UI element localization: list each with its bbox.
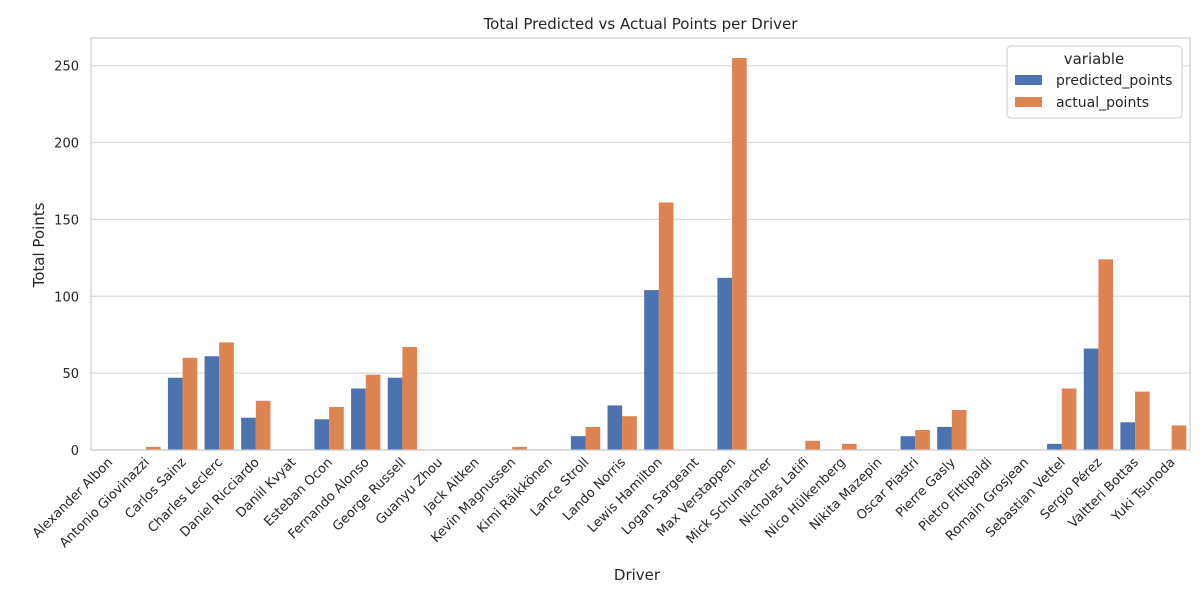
x-axis-title: Driver xyxy=(614,566,661,584)
bar-predicted-points xyxy=(1047,443,1062,450)
y-tick-labels: 0 50 100 150 200 250 xyxy=(54,60,79,459)
bar-actual-points xyxy=(805,440,821,450)
bar-predicted-points xyxy=(900,436,916,450)
bar-actual-points xyxy=(512,446,527,450)
x-tick-label: Yuki Tsunoda xyxy=(1108,455,1178,525)
y-tick-label: 0 xyxy=(71,444,79,459)
bar-predicted-points xyxy=(204,356,220,450)
bar-actual-points xyxy=(951,410,967,450)
bar-actual-points xyxy=(329,406,344,450)
bar-predicted-points xyxy=(241,417,256,450)
bar-actual-points xyxy=(365,374,381,450)
bar-actual-points xyxy=(732,57,747,450)
bar-actual-points xyxy=(1171,425,1187,450)
bar-predicted-points xyxy=(167,377,183,450)
bar-predicted-points xyxy=(351,388,366,450)
bar-actual-points xyxy=(915,430,930,450)
y-tick-label: 150 xyxy=(54,213,79,228)
bar-actual-points xyxy=(182,357,198,450)
bar-predicted-points xyxy=(1083,348,1099,450)
bar-actual-points xyxy=(658,202,674,450)
bar-predicted-points xyxy=(387,377,403,450)
bar-predicted-points xyxy=(570,436,586,450)
bar-actual-points xyxy=(1098,259,1114,450)
bar-predicted-points xyxy=(937,426,952,450)
bar-actual-points xyxy=(1061,388,1077,450)
legend-swatch-actual xyxy=(1015,97,1042,107)
bar-actual-points xyxy=(145,446,161,450)
bars xyxy=(145,57,1187,450)
bar-predicted-points xyxy=(717,277,733,450)
legend: variable predicted_points actual_points xyxy=(1006,45,1183,119)
bar-predicted-points xyxy=(644,290,659,450)
grid-lines xyxy=(91,65,1190,451)
y-tick-label: 100 xyxy=(54,290,79,305)
y-tick-label: 200 xyxy=(54,137,79,152)
legend-label-actual: actual_points xyxy=(1056,95,1149,111)
bar-actual-points xyxy=(255,400,271,450)
plot-frame xyxy=(90,37,1191,451)
chart-title: Total Predicted vs Actual Points per Dri… xyxy=(483,15,799,33)
bar-predicted-points xyxy=(314,419,330,450)
bar-predicted-points xyxy=(607,405,623,450)
bar-actual-points xyxy=(585,426,601,450)
bar-actual-points xyxy=(622,416,637,450)
legend-label-predicted: predicted_points xyxy=(1056,73,1172,89)
y-tick-label: 250 xyxy=(54,60,79,75)
y-axis-title: Total Points xyxy=(30,202,48,288)
bar-actual-points xyxy=(841,443,857,450)
y-tick-label: 50 xyxy=(62,367,79,382)
bar-actual-points xyxy=(1135,391,1150,450)
bar-actual-points xyxy=(219,342,234,450)
legend-swatch-predicted xyxy=(1015,75,1042,85)
bar-actual-points xyxy=(402,347,418,450)
legend-box xyxy=(1006,45,1183,119)
legend-title: variable xyxy=(1064,50,1125,68)
bar-predicted-points xyxy=(1120,422,1136,450)
